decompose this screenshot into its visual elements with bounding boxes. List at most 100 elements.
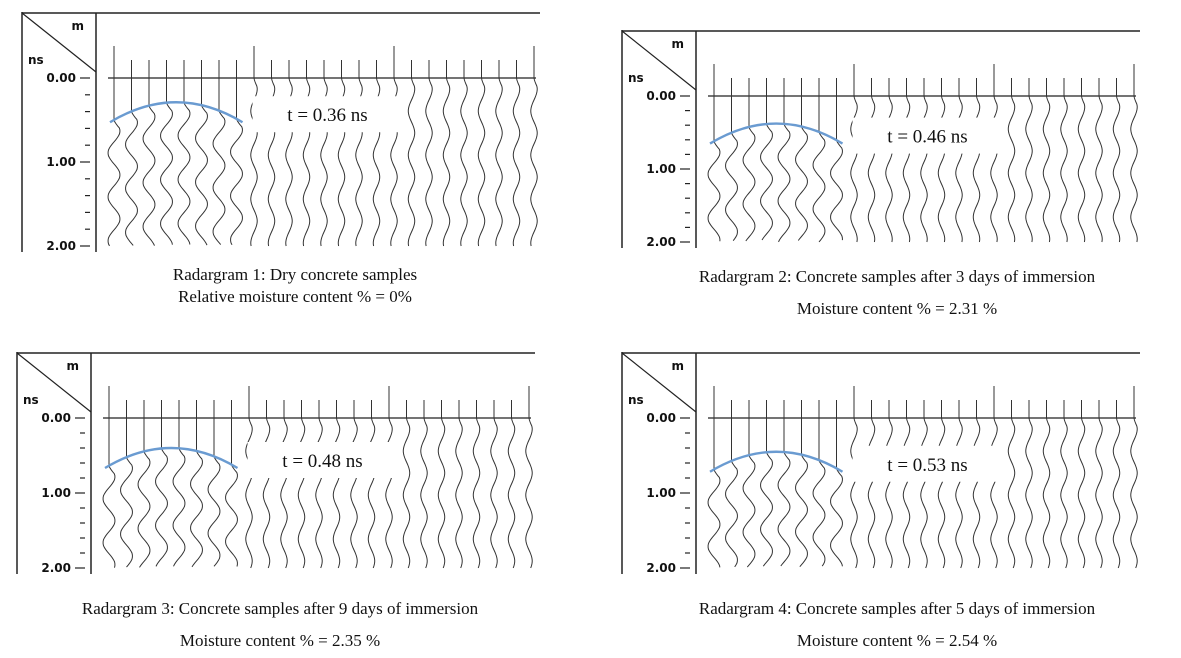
trace [332, 417, 341, 569]
trace [525, 417, 533, 569]
arrival-label-box [852, 445, 1003, 482]
x-unit-label: m [671, 37, 684, 51]
trace [972, 417, 981, 569]
trace [990, 417, 998, 569]
trace [812, 418, 826, 567]
trace [937, 417, 946, 569]
arrival-label: t = 0.48 ns [282, 451, 362, 472]
trace [1077, 95, 1086, 243]
trace [195, 78, 208, 246]
trace [742, 96, 756, 242]
trace [407, 77, 416, 247]
corner-diagonal [16, 352, 92, 413]
trace [1060, 417, 1068, 569]
trace [225, 418, 238, 567]
caption-2: Radargram 2: Concrete samples after 3 da… [612, 266, 1181, 320]
trace [425, 77, 433, 247]
trace [367, 417, 376, 569]
trace [172, 418, 186, 567]
trace [850, 417, 858, 569]
y-tick-label: 1.00 [646, 162, 676, 176]
trace [885, 417, 893, 569]
x-unit-label: m [671, 359, 684, 373]
trace [1112, 95, 1121, 243]
trace [902, 417, 911, 569]
caption-1-moisture: Relative moisture content % = 0% [178, 287, 412, 306]
trace [1130, 95, 1138, 243]
trace [707, 96, 721, 242]
trace [460, 77, 468, 247]
trace [125, 78, 138, 246]
trace [190, 418, 203, 568]
arrival-arc [709, 122, 844, 145]
y-tick-label: 2.00 [41, 561, 71, 574]
trace [760, 418, 773, 567]
trace [280, 417, 288, 569]
x-unit-label: m [66, 359, 79, 373]
trace [212, 78, 226, 245]
trace [1060, 95, 1068, 243]
trace [495, 77, 503, 247]
trace [1095, 417, 1103, 569]
trace [725, 418, 738, 568]
trace [1130, 417, 1138, 569]
trace [155, 418, 168, 567]
arrival-label-box [852, 117, 1003, 154]
caption-4-moisture: Moisture content % = 2.54 % [796, 631, 998, 650]
trace [472, 417, 481, 569]
caption-3-moisture: Moisture content % = 2.35 % [179, 631, 381, 650]
arrival-label-box [252, 96, 403, 133]
trace [777, 418, 791, 567]
y-tick-label: 2.00 [646, 561, 676, 574]
y-tick-label: 1.00 [46, 155, 76, 169]
caption-4-title: Radargram 4: Concrete samples after 5 da… [698, 599, 1096, 618]
trace [385, 417, 393, 569]
y-tick-label: 1.00 [41, 486, 71, 500]
trace [120, 418, 133, 568]
trace [760, 96, 773, 241]
trace [512, 77, 521, 247]
x-unit-label: m [71, 19, 84, 33]
caption-2-moisture: Moisture content % = 2.31 % [796, 299, 998, 318]
trace [420, 417, 428, 569]
trace [107, 78, 121, 247]
caption-3: Radargram 3: Concrete samples after 9 da… [0, 598, 560, 652]
y-tick-label: 0.00 [46, 71, 76, 85]
arrival-label: t = 0.36 ns [287, 105, 367, 126]
trace [160, 78, 173, 245]
y-tick-label: 2.00 [646, 235, 676, 248]
trace [315, 417, 323, 569]
trace [177, 78, 191, 245]
trace [725, 96, 738, 241]
trace [402, 417, 411, 569]
trace [1025, 95, 1033, 243]
trace [490, 417, 498, 569]
caption-2-title: Radargram 2: Concrete samples after 3 da… [698, 267, 1096, 286]
trace [1095, 95, 1103, 243]
trace [1007, 417, 1016, 569]
trace [830, 96, 843, 241]
y-tick-label: 1.00 [646, 486, 676, 500]
trace [742, 418, 756, 568]
trace [477, 77, 486, 247]
caption-3-title: Radargram 3: Concrete samples after 9 da… [81, 599, 479, 618]
trace [1007, 95, 1016, 243]
arrival-arc [104, 446, 239, 470]
trace [795, 96, 808, 241]
trace [867, 417, 876, 569]
y-unit-label: ns [628, 71, 644, 85]
radargram-3: m ns 0.00 1.00 2.00 t = 0.48 ns [15, 352, 535, 574]
corner-diagonal [21, 12, 97, 73]
trace [262, 417, 271, 569]
trace [455, 417, 463, 569]
trace [920, 417, 928, 569]
arrival-label: t = 0.46 ns [887, 127, 967, 148]
y-unit-label: ns [28, 53, 44, 67]
trace [350, 417, 358, 569]
trace [507, 417, 516, 569]
trace [530, 77, 538, 247]
trace [1042, 417, 1051, 569]
trace [442, 77, 451, 247]
trace [795, 418, 808, 568]
trace [142, 78, 156, 246]
